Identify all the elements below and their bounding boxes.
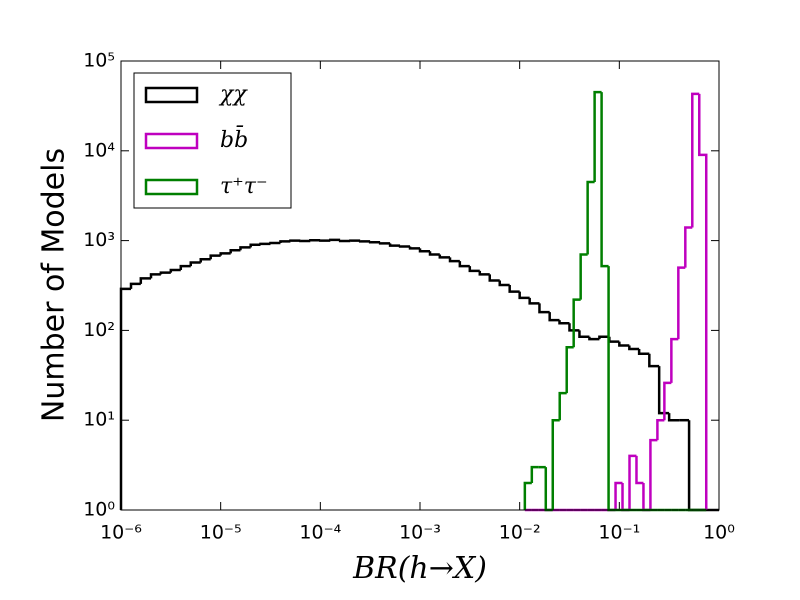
histogram-step bbox=[129, 282, 141, 289]
histogram-step bbox=[249, 243, 261, 248]
histogram-step bbox=[572, 298, 581, 348]
histogram-step bbox=[684, 226, 693, 268]
histogram-step bbox=[568, 323, 580, 332]
histogram-step bbox=[628, 345, 640, 351]
histogram-step bbox=[498, 280, 510, 287]
x-tick-label: 10⁻¹ bbox=[598, 522, 640, 544]
histogram-step bbox=[586, 180, 595, 255]
x-tick-label: 10⁻⁶ bbox=[100, 522, 142, 544]
histogram-step bbox=[656, 418, 665, 441]
histogram-step bbox=[378, 242, 391, 245]
histogram-step bbox=[579, 253, 588, 300]
histogram-step bbox=[523, 481, 532, 510]
histogram-step bbox=[551, 418, 560, 510]
histogram-step bbox=[329, 238, 341, 242]
histogram-step bbox=[418, 248, 431, 253]
histogram-step bbox=[593, 90, 602, 182]
histogram-step bbox=[588, 336, 600, 341]
histogram-step bbox=[209, 254, 221, 260]
histogram-step bbox=[488, 274, 500, 282]
histogram-step bbox=[565, 345, 574, 394]
histogram-step bbox=[458, 261, 470, 268]
x-tick-label: 10⁻⁴ bbox=[299, 522, 341, 544]
histogram-step bbox=[530, 465, 539, 483]
histogram-step bbox=[667, 413, 680, 422]
histogram-step bbox=[478, 270, 490, 276]
histogram-step bbox=[199, 257, 211, 263]
histogram-step bbox=[388, 243, 401, 247]
histogram-step bbox=[438, 254, 451, 259]
histogram-step bbox=[309, 238, 321, 242]
histogram-step bbox=[538, 303, 550, 314]
histogram-step bbox=[635, 455, 644, 485]
y-axis-label: Number of Models bbox=[37, 148, 72, 422]
histogram-step bbox=[657, 366, 670, 415]
histogram-step bbox=[169, 268, 181, 273]
histogram-step bbox=[628, 454, 637, 510]
histogram-step bbox=[518, 291, 530, 300]
histogram-step bbox=[670, 337, 679, 383]
x-tick-label: 10⁰ bbox=[703, 522, 735, 544]
histogram-step bbox=[528, 297, 540, 305]
histogram-step bbox=[691, 92, 700, 228]
histogram-step bbox=[269, 241, 281, 245]
histogram-step bbox=[649, 438, 658, 510]
histogram-step bbox=[558, 391, 567, 421]
legend-box bbox=[133, 72, 292, 209]
histogram-step bbox=[189, 261, 201, 267]
y-tick-label: 10² bbox=[83, 319, 115, 341]
x-tick-label: 10⁻³ bbox=[399, 522, 441, 544]
histogram-step bbox=[600, 92, 609, 268]
histogram-step bbox=[508, 285, 520, 293]
histogram-step bbox=[548, 312, 560, 322]
histogram-step bbox=[648, 353, 660, 368]
histogram-step bbox=[408, 246, 420, 250]
histogram-step bbox=[448, 257, 460, 263]
histogram-step bbox=[428, 251, 440, 256]
histogram-step bbox=[358, 240, 371, 243]
histogram-step bbox=[239, 246, 251, 251]
histogram-step bbox=[179, 264, 191, 271]
x-tick-label: 10⁻² bbox=[499, 522, 541, 544]
histogram-step bbox=[368, 240, 381, 244]
y-tick-label: 10⁵ bbox=[83, 50, 115, 72]
legend-label: τ⁺τ⁻ bbox=[220, 174, 268, 199]
legend-label: bb̄ bbox=[220, 125, 248, 153]
histogram-step bbox=[139, 277, 152, 284]
histogram-step bbox=[614, 481, 623, 510]
histogram-step bbox=[229, 249, 241, 254]
legend-swatch bbox=[144, 86, 199, 104]
histogram-step bbox=[289, 239, 301, 242]
x-tick-label: 10⁻⁵ bbox=[200, 522, 242, 544]
histogram-step bbox=[618, 341, 630, 347]
y-tick-label: 10³ bbox=[83, 229, 115, 251]
histogram-step bbox=[149, 273, 161, 279]
histogram-step bbox=[279, 240, 291, 244]
plot-frame bbox=[120, 60, 720, 511]
histogram-step bbox=[578, 330, 590, 338]
y-tick-label: 10¹ bbox=[83, 409, 115, 431]
x-axis-label: BR(h→X) bbox=[352, 551, 487, 586]
histogram-step bbox=[598, 335, 610, 340]
histogram-step bbox=[558, 320, 570, 325]
y-tick-label: 10⁰ bbox=[83, 499, 115, 521]
histogram-step bbox=[663, 381, 672, 421]
histogram-step bbox=[637, 349, 650, 355]
histogram-step bbox=[259, 242, 271, 246]
legend-swatch bbox=[144, 178, 199, 196]
histogram-step bbox=[468, 266, 480, 273]
legend-label: χχ bbox=[218, 82, 248, 107]
legend-swatch bbox=[144, 132, 199, 150]
y-tick-label: 10⁴ bbox=[83, 139, 115, 161]
histogram-step bbox=[159, 271, 171, 275]
histogram-step bbox=[677, 266, 686, 340]
histogram-step bbox=[698, 93, 708, 510]
histogram-step bbox=[398, 245, 411, 248]
histogram-step bbox=[338, 239, 351, 243]
histogram-step bbox=[219, 252, 231, 256]
